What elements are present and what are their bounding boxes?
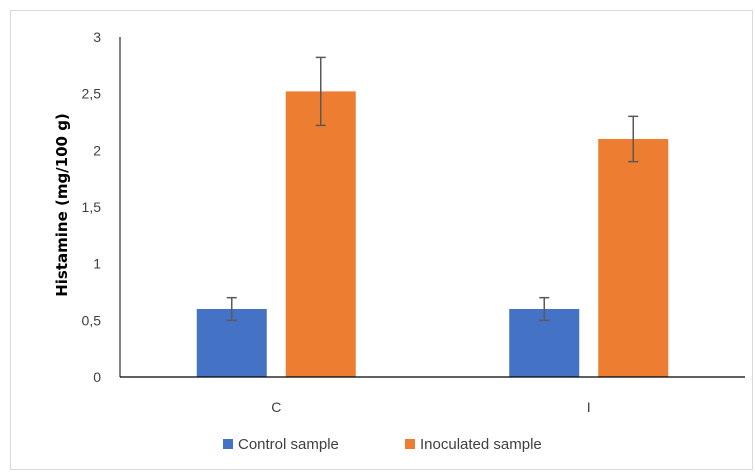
legend-label: Inoculated sample	[420, 436, 542, 453]
bar	[598, 139, 669, 377]
y-tick-label: 0	[93, 369, 101, 385]
legend-swatch	[405, 439, 415, 449]
y-tick-label: 0,5	[82, 312, 102, 328]
bar	[285, 91, 356, 378]
legend-label: Control sample	[238, 436, 339, 453]
y-axis: 0 0,5 1 1,5 2 2,5 3	[82, 29, 121, 385]
y-tick-label: 3	[93, 29, 101, 45]
x-tick-label: I	[587, 399, 591, 415]
x-tick-label: C	[271, 399, 281, 415]
y-tick-label: 2	[93, 142, 101, 158]
y-axis-title: Histamine (mg/100 g)	[53, 113, 71, 297]
y-tick-label: 1	[93, 256, 101, 272]
legend: Control sample Inoculated sample	[223, 436, 542, 453]
y-tick-label: 2,5	[82, 86, 102, 102]
y-tick-label: 1,5	[82, 199, 102, 215]
error-bars	[226, 56, 639, 322]
legend-swatch	[223, 439, 233, 449]
bars	[196, 91, 669, 378]
